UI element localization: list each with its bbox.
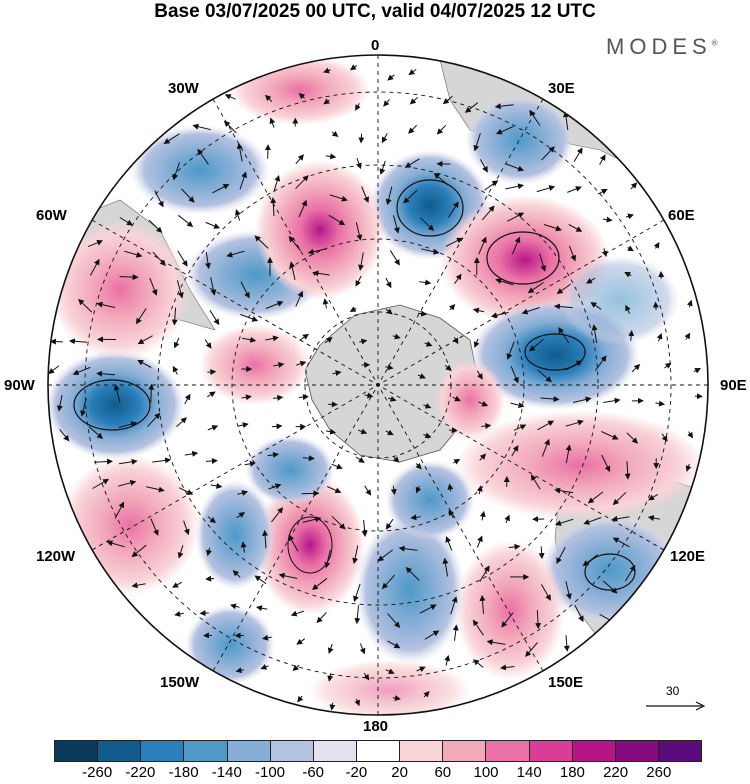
colorbar-tick-label: 20 [391,764,408,781]
colorbar-tick-label: -260 [82,764,112,781]
colorbar-swatch [486,741,529,761]
colorbar-swatch [55,741,98,761]
colorbar-tick-label: -100 [255,764,285,781]
wind-vector-arrow [120,277,138,278]
colorbar-tick-label: 260 [646,764,671,781]
lon-label-0: 0 [371,37,379,54]
polar-map [0,0,750,740]
colorbar-swatch [271,741,314,761]
wind-vector-arrow [151,385,152,403]
colorbar-tick-label: 180 [560,764,585,781]
lon-label-30e: 30E [548,80,575,97]
colorbar-tick-label: 220 [603,764,628,781]
lon-label-60w: 60W [36,207,67,224]
lon-label-90e: 90E [720,377,747,394]
colorbar-swatch [616,741,659,761]
colorbar-swatch [400,741,443,761]
lon-label-90w: 90W [4,377,35,394]
wind-vector-arrow [656,303,657,311]
colorbar-tick-label: 60 [434,764,451,781]
reference-vector-arrow-icon [640,684,710,714]
colorbar-swatch [530,741,573,761]
colorbar-swatch [314,741,357,761]
wind-vector-arrow [302,493,319,494]
colorbar-swatch [98,741,141,761]
lon-label-120e: 120E [670,548,705,565]
lon-label-120w: 120W [36,548,75,565]
lon-label-60e: 60E [668,207,695,224]
wind-vector-arrow [201,613,209,614]
colorbar-swatch [184,741,227,761]
colorbar-swatch [573,741,616,761]
colorbar-tick-label: -180 [169,764,199,781]
colorbar-tick-label: -60 [302,764,324,781]
colorbar-tick-label: -140 [212,764,242,781]
colorbar-tick-label: -220 [125,764,155,781]
colorbar-swatch [443,741,486,761]
wind-vector-arrow [207,372,215,373]
wind-vector-arrow [204,635,212,636]
wind-vector-arrow [361,134,362,143]
lon-label-150w: 150W [160,674,199,691]
wind-vector-arrow [206,579,214,580]
colorbar-swatch [357,741,400,761]
colorbar-tick-label: 140 [517,764,542,781]
wind-vector-arrow [51,341,63,342]
lon-label-180: 180 [363,718,388,735]
colorbar [54,740,702,762]
colorbar-swatch [659,741,701,761]
colorbar-tick-label: -20 [346,764,368,781]
colorbar-tick-label: 100 [473,764,498,781]
lon-label-150e: 150E [548,674,583,691]
colorbar-swatch [228,741,271,761]
colorbar-tick-labels: -260 -220 -180 -140 -100 -60 -20 20 60 100 140 180 2… [0,764,750,784]
lon-label-30w: 30W [168,80,199,97]
colorbar-swatch [141,741,184,761]
